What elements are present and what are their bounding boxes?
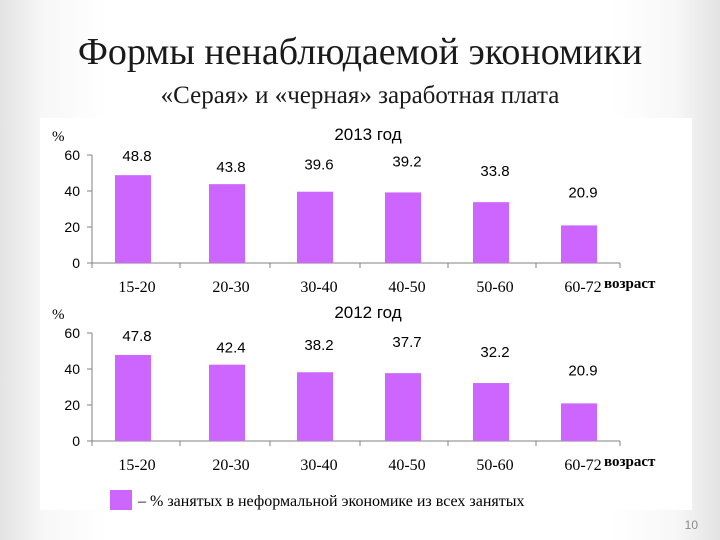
- x-tick-label: 30-40: [300, 457, 337, 474]
- bar: [561, 403, 597, 441]
- data-label: 32.2: [480, 344, 509, 361]
- y-tick-label: 40: [64, 361, 80, 377]
- x-tick-label: 60-72: [564, 457, 601, 474]
- y-tick-label: 60: [64, 325, 80, 341]
- y-axis-label: %: [52, 307, 65, 323]
- bar: [297, 191, 333, 263]
- chart-title: 2013 год: [334, 125, 401, 144]
- x-tick-label: 60-72: [564, 279, 601, 296]
- page-number: 10: [684, 518, 698, 532]
- bar: [297, 372, 333, 441]
- data-label: 38.2: [304, 337, 333, 354]
- data-label: 42.4: [216, 340, 245, 357]
- data-label: 48.8: [122, 148, 151, 165]
- x-tick-label: 20-30: [212, 279, 249, 296]
- bar: [473, 202, 509, 263]
- y-tick-label: 0: [72, 255, 80, 271]
- bar: [561, 225, 597, 263]
- y-tick-label: 60: [64, 147, 80, 163]
- data-label: 43.8: [216, 159, 245, 176]
- slide-subtitle: «Серая» и «черная» заработная плата: [160, 82, 560, 109]
- bar: [385, 373, 421, 441]
- data-label: 37.7: [392, 334, 421, 351]
- legend-text: – % занятых в неформальной экономике из …: [137, 493, 524, 510]
- x-tick-label: 30-40: [300, 279, 337, 296]
- y-tick-label: 0: [72, 433, 80, 449]
- y-tick-label: 20: [64, 219, 80, 235]
- x-tick-label: 20-30: [212, 457, 249, 474]
- legend-swatch: [110, 490, 132, 510]
- data-label: 39.2: [392, 153, 421, 170]
- bar: [385, 192, 421, 263]
- bar: [209, 364, 245, 441]
- data-label: 20.9: [568, 184, 597, 201]
- x-tick-label: 15-20: [118, 279, 155, 296]
- slide-title: Формы ненаблюдаемой экономики: [77, 31, 643, 73]
- data-label: 39.6: [304, 157, 333, 174]
- x-tick-label: 40-50: [388, 279, 425, 296]
- x-tick-label: 50-60: [476, 457, 513, 474]
- y-tick-label: 20: [64, 397, 80, 413]
- x-axis-label: возраст: [604, 276, 656, 292]
- data-label: 33.8: [480, 163, 509, 180]
- bar: [115, 354, 151, 441]
- x-tick-label: 40-50: [388, 457, 425, 474]
- bar: [115, 175, 151, 263]
- chart-title: 2012 год: [334, 303, 401, 322]
- bar: [473, 383, 509, 441]
- x-axis-label: возраст: [604, 454, 656, 470]
- x-tick-label: 50-60: [476, 279, 513, 296]
- y-axis-label: %: [52, 129, 65, 145]
- x-tick-label: 15-20: [118, 457, 155, 474]
- y-tick-label: 40: [64, 183, 80, 199]
- bar: [209, 184, 245, 263]
- data-label: 47.8: [122, 328, 151, 345]
- data-label: 20.9: [568, 362, 597, 379]
